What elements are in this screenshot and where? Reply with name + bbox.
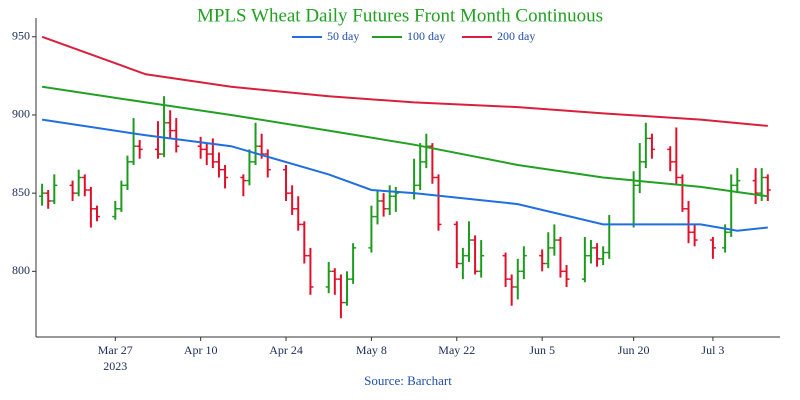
x-tick-label: Apr 10 xyxy=(184,343,218,357)
x-tick-label: Jul 3 xyxy=(701,343,724,357)
x-tick-label: May 8 xyxy=(356,343,387,357)
chart-title: MPLS Wheat Daily Futures Front Month Con… xyxy=(197,5,603,26)
x-tick-label: Apr 24 xyxy=(269,343,303,357)
x-tick-label: May 22 xyxy=(438,343,475,357)
x-year-label: 2023 xyxy=(103,359,127,373)
source-note: Source: Barchart xyxy=(364,373,452,388)
y-tick-label: 850 xyxy=(12,185,30,199)
y-tick-label: 950 xyxy=(12,29,30,43)
x-tick-label: Jun 5 xyxy=(529,343,555,357)
legend-label: 50 day xyxy=(327,29,359,43)
legend-label: 200 day xyxy=(497,29,535,43)
ma-line xyxy=(41,35,768,127)
y-tick-label: 800 xyxy=(12,263,30,277)
x-tick-label: Mar 27 xyxy=(98,343,133,357)
legend-label: 100 day xyxy=(407,29,445,43)
ma-line xyxy=(41,118,768,232)
y-tick-label: 900 xyxy=(12,107,30,121)
ma-line xyxy=(41,85,768,198)
x-tick-label: Jun 20 xyxy=(618,343,650,357)
